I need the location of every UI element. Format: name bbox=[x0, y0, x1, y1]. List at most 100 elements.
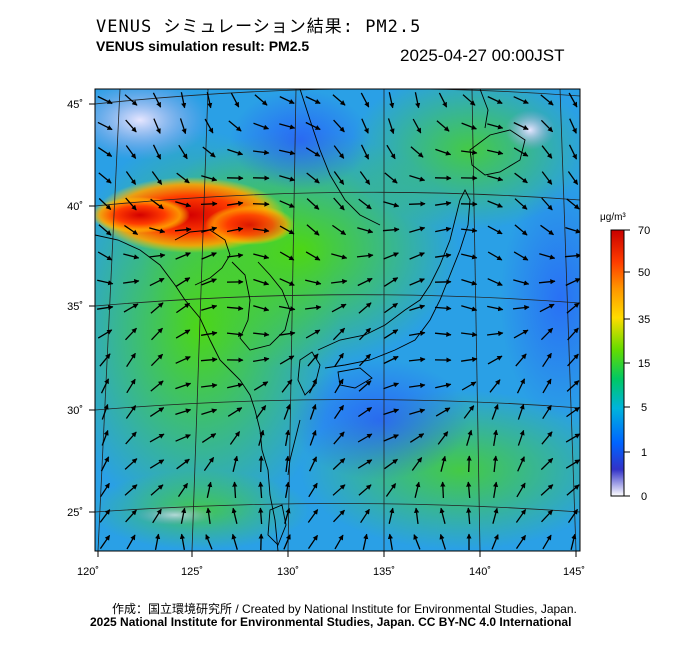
wind-arrow bbox=[253, 278, 270, 286]
wind-arrow bbox=[125, 171, 137, 185]
wind-arrow bbox=[177, 482, 189, 497]
map-title-japanese: VENUS シミュレーション結果: PM2.5 bbox=[96, 17, 422, 37]
coastlines bbox=[95, 89, 526, 551]
wind-arrow bbox=[149, 433, 165, 443]
wind-arrow bbox=[279, 330, 296, 337]
wind-arrow bbox=[253, 381, 269, 391]
wind-arrow bbox=[150, 353, 164, 367]
wind-arrow bbox=[409, 408, 426, 415]
wind-arrow bbox=[567, 353, 579, 367]
wind-arrow bbox=[492, 507, 499, 524]
russia-coast bbox=[299, 89, 381, 226]
wind-arrow bbox=[388, 92, 395, 109]
colorbar-label-5: 5 bbox=[641, 402, 647, 414]
wind-arrow bbox=[123, 278, 140, 285]
lat-label-35: 35˚ bbox=[67, 301, 83, 313]
wind-arrow bbox=[435, 252, 452, 259]
wind-arrow bbox=[231, 507, 238, 524]
wind-arrow bbox=[515, 509, 527, 523]
wind-arrow bbox=[284, 481, 291, 499]
wind-arrow bbox=[307, 353, 319, 367]
wind-arrow bbox=[565, 433, 580, 443]
wind-arrow bbox=[201, 252, 217, 260]
wind-arrow bbox=[258, 429, 265, 446]
wind-arrow bbox=[466, 429, 473, 446]
wind-arrow bbox=[542, 352, 552, 368]
wind-arrow bbox=[331, 279, 348, 285]
wind-arrow bbox=[414, 507, 420, 524]
wind-arrow bbox=[175, 277, 191, 287]
wind-arrow bbox=[284, 455, 290, 472]
wind-arrow bbox=[149, 227, 166, 234]
wind-arrow bbox=[540, 94, 554, 106]
wind-arrow bbox=[253, 305, 270, 312]
wind-arrow bbox=[97, 304, 114, 311]
wind-arrow bbox=[565, 226, 580, 234]
wind-arrow bbox=[383, 252, 399, 260]
wind-arrow bbox=[97, 329, 113, 339]
wind-arrow bbox=[359, 327, 371, 341]
wind-arrow bbox=[175, 201, 192, 208]
wind-arrow bbox=[384, 302, 398, 314]
colorbar: μg/m³ 70 50 bbox=[600, 212, 650, 503]
wind-arrow bbox=[204, 118, 214, 134]
wind-arrow bbox=[461, 305, 478, 312]
wind-arrow bbox=[126, 378, 136, 394]
wind-arrow bbox=[513, 96, 529, 104]
lon-label-125: 125˚ bbox=[181, 566, 203, 578]
wind-arrow bbox=[435, 226, 452, 233]
wind-arrow bbox=[100, 482, 110, 498]
wind-arrow bbox=[361, 118, 369, 134]
wind-arrow bbox=[307, 509, 319, 523]
wind-arrow bbox=[564, 253, 580, 259]
wind-arrow bbox=[252, 356, 270, 363]
wind-arrow bbox=[333, 171, 345, 185]
wind-arrow bbox=[487, 149, 504, 156]
wind-arrow bbox=[517, 456, 525, 472]
wind-arrow bbox=[334, 534, 344, 550]
wind-arrow bbox=[541, 509, 553, 523]
wind-arrow bbox=[149, 407, 165, 417]
wind-arrow bbox=[229, 431, 241, 445]
wind-arrow bbox=[309, 430, 317, 446]
wind-arrow bbox=[356, 253, 374, 259]
wind-arrow bbox=[305, 251, 321, 261]
wind-arrow bbox=[439, 507, 446, 524]
wind-arrow bbox=[332, 484, 346, 496]
colorbar-label-15: 15 bbox=[638, 358, 650, 370]
wind-arrow bbox=[487, 200, 503, 208]
wind-arrow bbox=[359, 171, 371, 185]
bohai-coast bbox=[174, 229, 231, 286]
wind-arrow bbox=[97, 279, 114, 286]
wind-arrow bbox=[152, 144, 162, 160]
colorbar-label-0: 0 bbox=[641, 491, 647, 503]
wind-arrow bbox=[333, 197, 345, 211]
colorbar-unit: μg/m³ bbox=[600, 212, 626, 223]
wind-arrow bbox=[434, 305, 452, 311]
wind-arrow bbox=[439, 533, 447, 550]
china-coast bbox=[95, 234, 279, 551]
wind-arrow bbox=[358, 198, 372, 210]
lon-label-145: 145˚ bbox=[563, 566, 585, 578]
wind-arrow bbox=[409, 278, 425, 286]
wind-arrow bbox=[492, 455, 498, 473]
wind-arrow bbox=[409, 252, 425, 260]
lat-label-25: 25˚ bbox=[67, 507, 83, 519]
wind-arrow bbox=[360, 508, 370, 524]
wind-arrow bbox=[124, 484, 138, 496]
wind-arrow bbox=[254, 94, 268, 106]
wind-arrow bbox=[151, 171, 163, 185]
colorbar-label-1: 1 bbox=[641, 447, 647, 459]
wind-arrow bbox=[226, 331, 244, 337]
wind-arrow bbox=[489, 379, 501, 393]
wind-arrow bbox=[179, 533, 186, 551]
wind-arrow bbox=[461, 356, 478, 363]
wind-arrow bbox=[226, 305, 244, 311]
wind-arrow bbox=[383, 277, 399, 287]
wind-arrow bbox=[435, 407, 451, 417]
wind-arrow bbox=[149, 253, 166, 259]
wind-arrow bbox=[279, 355, 295, 365]
wind-arrow bbox=[201, 175, 218, 182]
wind-arrow bbox=[409, 174, 426, 182]
wind-arrow bbox=[385, 483, 397, 497]
